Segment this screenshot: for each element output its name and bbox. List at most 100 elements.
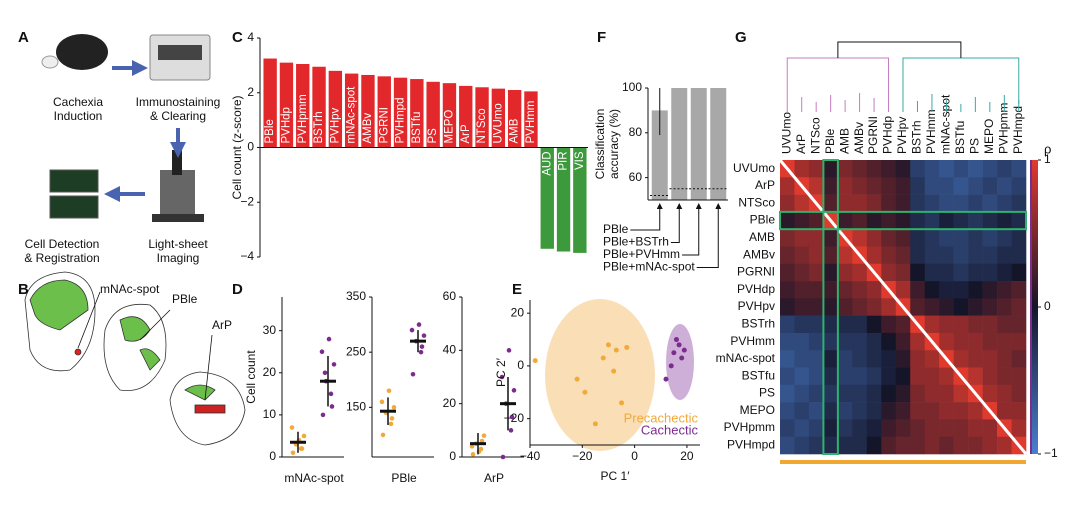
heatmap-cell	[953, 281, 969, 299]
data-point	[322, 370, 328, 376]
heatmap-cell	[808, 229, 824, 247]
heatmap-cell	[866, 177, 882, 195]
heatmap-cell	[852, 436, 868, 455]
heatmap-cell	[997, 402, 1012, 420]
heatmap-cell	[895, 419, 911, 438]
heatmap-cell	[808, 436, 824, 455]
heatmap-cell	[910, 436, 926, 455]
heatmap-cell	[939, 402, 954, 420]
row-label: PGRNI	[737, 265, 775, 279]
heatmap-cell	[823, 436, 839, 455]
column-label: PGRNI	[866, 116, 880, 154]
heatmap-cell	[997, 384, 1012, 403]
data-point	[574, 376, 580, 382]
heatmap-cell	[924, 315, 940, 334]
heatmap-cell	[982, 246, 998, 265]
heatmap-cell	[968, 177, 983, 195]
data-point	[379, 399, 385, 405]
row-label: PVHmpd	[727, 438, 775, 452]
x-tick-label: −40	[520, 449, 541, 463]
data-point	[326, 336, 332, 342]
column-label: NTSco	[808, 117, 822, 154]
heatmap-cell	[924, 194, 940, 213]
heatmap-cell	[837, 177, 853, 195]
heatmap-cell	[953, 263, 969, 282]
heatmap-cell	[910, 332, 926, 351]
region-label: PBle	[172, 292, 198, 306]
heatmap-cell	[895, 211, 911, 230]
bar	[671, 88, 688, 200]
heatmap-cell	[794, 298, 810, 316]
heatmap-cell	[924, 263, 940, 282]
heatmap-cell	[866, 419, 882, 438]
heatmap-cell	[968, 436, 983, 455]
heatmap-cell	[866, 402, 882, 420]
heatmap-cell	[924, 246, 940, 265]
data-point	[605, 342, 611, 348]
data-point	[511, 388, 517, 393]
data-point	[418, 349, 424, 355]
data-point	[299, 446, 305, 451]
data-point	[331, 362, 337, 367]
data-point	[532, 358, 538, 364]
heatmap-cell	[794, 229, 810, 247]
data-point	[328, 391, 334, 397]
heatmap-cell	[982, 160, 998, 178]
row-label: AMB	[749, 230, 775, 244]
heatmap-cell	[823, 419, 839, 438]
heatmap-cell	[895, 384, 911, 403]
heatmap-cell	[924, 177, 940, 195]
heatmap-cell	[881, 419, 897, 438]
bar	[393, 77, 408, 148]
y-tick-label: 4	[247, 30, 254, 44]
heatmap-cell	[895, 315, 911, 334]
heatmap-cell	[939, 263, 954, 282]
heatmap-cell	[953, 419, 969, 438]
heatmap-cell	[982, 263, 998, 282]
data-point	[500, 454, 506, 460]
data-point	[469, 444, 475, 449]
column-label: UVUmo	[779, 112, 793, 154]
heatmap-cell	[866, 160, 882, 178]
data-point	[410, 371, 416, 377]
heatmap-cell	[953, 194, 969, 213]
x-axis-label: PBle	[391, 471, 417, 485]
heatmap-cell	[866, 229, 882, 247]
heatmap-cell	[823, 350, 839, 368]
heatmap-cell	[997, 246, 1012, 265]
row-label: mNAc-spot	[716, 351, 776, 365]
heatmap-cell	[1011, 315, 1027, 334]
data-point	[679, 355, 685, 361]
heatmap-cell	[968, 419, 983, 438]
heatmap-cell	[997, 160, 1012, 178]
heatmap-cell	[808, 367, 824, 386]
heatmap-cell	[1011, 229, 1027, 247]
column-label: PVHmm	[924, 109, 938, 154]
bar	[651, 110, 668, 200]
heatmap-cell	[837, 298, 853, 316]
y-tick-label: 2	[247, 85, 254, 99]
heatmap-cell	[895, 402, 911, 420]
heatmap-cell	[997, 194, 1012, 213]
y-tick-label: −4	[240, 249, 254, 263]
heatmap-cell	[953, 402, 969, 420]
bar	[410, 79, 424, 148]
data-point	[479, 438, 485, 444]
heatmap-cell	[997, 177, 1012, 195]
heatmap-cell	[953, 246, 969, 265]
heatmap-cell	[982, 350, 998, 368]
heatmap-cell	[953, 229, 969, 247]
heatmap-cell	[982, 194, 998, 213]
heatmap-cell	[939, 384, 954, 403]
panel-label: G	[735, 29, 747, 46]
heatmap-cell	[895, 194, 911, 213]
bar	[573, 147, 587, 253]
data-point	[582, 389, 588, 395]
heatmap-cell	[968, 229, 983, 247]
bar	[540, 147, 554, 249]
heatmap-cell	[852, 211, 868, 230]
heatmap-cell	[823, 315, 839, 334]
heatmap-cell	[881, 332, 897, 351]
heatmap-cell	[1011, 402, 1027, 420]
heatmap-cell	[968, 402, 983, 420]
